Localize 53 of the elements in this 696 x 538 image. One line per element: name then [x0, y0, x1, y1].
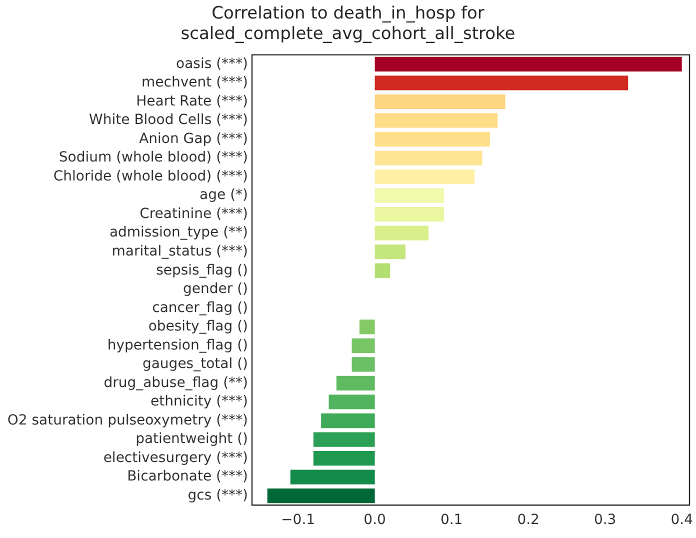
bar	[359, 320, 375, 334]
bar	[374, 207, 444, 222]
y-tick-label: Sodium (whole blood) (***)	[58, 150, 248, 166]
y-tick-label: Anion Gap (***)	[139, 130, 248, 147]
y-tick-label: drug_abuse_flag (**)	[104, 374, 248, 391]
bar	[321, 413, 375, 428]
x-tick-label: −0.1	[281, 512, 316, 528]
bar	[374, 150, 482, 166]
y-tick-label: gender ()	[182, 281, 248, 298]
y-tick-label: sepsis_flag ()	[156, 262, 248, 278]
x-tick-label: 0.1	[440, 512, 463, 528]
y-tick-label: hypertension_flag ()	[107, 337, 248, 354]
y-tick-label: marital_status (***)	[112, 243, 248, 260]
y-tick-label: electivesurgery (***)	[103, 450, 248, 466]
y-tick-label: gauges_total ()	[142, 356, 248, 372]
y-tick-label: White Blood Cells (***)	[89, 112, 248, 128]
bar	[374, 113, 498, 128]
bar	[352, 338, 375, 354]
bar	[374, 263, 390, 278]
bar	[328, 394, 375, 410]
bar	[374, 244, 406, 260]
bar	[374, 76, 628, 90]
bar	[374, 169, 475, 184]
x-tick-label: 0.2	[517, 512, 540, 528]
y-tick-label: O2 saturation pulseoxymetry (***)	[7, 412, 248, 428]
bar	[336, 376, 375, 391]
y-tick-label: cancer_flag ()	[152, 300, 248, 316]
x-tick-label: 0.3	[594, 512, 616, 528]
y-tick-label: admission_type (**)	[109, 224, 248, 241]
bar	[374, 226, 429, 240]
y-tick-label: mechvent (***)	[142, 74, 248, 91]
y-tick-label: obesity_flag ()	[148, 318, 248, 335]
y-tick-label: gcs (***)	[188, 487, 248, 504]
bar	[374, 188, 444, 203]
y-tick-label: patientweight ()	[136, 431, 248, 448]
x-tick-label: 0.4	[670, 512, 694, 528]
bar	[374, 132, 490, 147]
bar	[313, 450, 375, 466]
y-tick-label: Chloride (whole blood) (***)	[53, 168, 248, 184]
y-tick-label: Bicarbonate (***)	[127, 468, 248, 485]
y-tick-label: Creatinine (***)	[140, 206, 248, 222]
bar	[290, 470, 375, 484]
bar	[313, 432, 375, 447]
x-tick-label: 0.0	[364, 512, 386, 528]
y-tick-label: age (*)	[200, 187, 248, 204]
y-tick-label: ethnicity (***)	[150, 394, 248, 410]
bar	[374, 94, 506, 110]
chart-title: Correlation to death_in_hosp for scaled_complete_avg_cohort_all_stroke	[180, 4, 516, 44]
bar	[352, 357, 375, 372]
bar	[374, 56, 682, 72]
y-tick-label: oasis (***)	[176, 56, 248, 72]
y-tick-label: Heart Rate (***)	[136, 93, 248, 110]
bar	[267, 488, 375, 504]
